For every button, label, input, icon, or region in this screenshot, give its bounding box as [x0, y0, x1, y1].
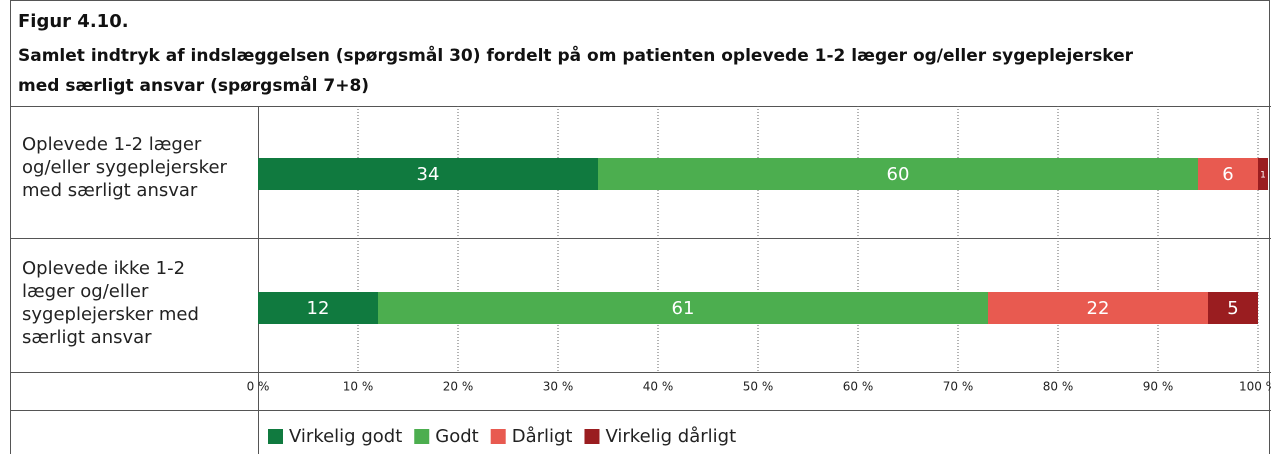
legend-label: Godt — [435, 426, 478, 447]
x-tick-label: 70 % — [943, 380, 974, 394]
legend-swatch — [268, 429, 283, 444]
data-label: 12 — [307, 298, 330, 319]
x-tick-label: 30 % — [543, 380, 574, 394]
x-tick-label: 20 % — [443, 380, 474, 394]
frame — [10, 0, 1270, 454]
x-tick-label: 0 % — [247, 380, 270, 394]
legend-label: Dårligt — [512, 426, 573, 447]
x-tick-label: 40 % — [643, 380, 674, 394]
x-tick-label: 80 % — [1043, 380, 1074, 394]
data-label: 1 — [1260, 171, 1266, 181]
bar-segment — [258, 292, 378, 324]
data-label: 5 — [1227, 298, 1238, 319]
x-tick-label: 10 % — [343, 380, 374, 394]
data-label: 61 — [672, 298, 695, 319]
data-label: 34 — [417, 164, 440, 185]
chart-title: Samlet indtryk af indslæggelsen (spørgsm… — [18, 44, 1134, 66]
data-label: 22 — [1087, 298, 1110, 319]
x-tick-label: 100 % — [1239, 380, 1271, 394]
bar-segment — [1258, 158, 1268, 190]
figure-label: Figur 4.10. — [18, 11, 129, 32]
data-label: 60 — [887, 164, 910, 185]
legend-swatch — [584, 429, 600, 444]
legend-label: Virkelig dårligt — [605, 426, 736, 447]
bar-segment — [598, 158, 1198, 190]
chart-title: med særligt ansvar (spørgsmål 7+8) — [18, 74, 369, 96]
category-label: Oplevede ikke 1-2 læger og/eller sygeple… — [22, 258, 199, 348]
category-label: Oplevede 1-2 læger og/eller sygeplejersk… — [22, 134, 227, 201]
legend-label: Virkelig godt — [289, 426, 402, 447]
x-tick-label: 90 % — [1143, 380, 1174, 394]
bar-segment — [988, 292, 1208, 324]
x-tick-label: 60 % — [843, 380, 874, 394]
bar-segment — [1208, 292, 1258, 324]
x-tick-label: 50 % — [743, 380, 774, 394]
data-label: 6 — [1222, 164, 1233, 185]
legend-swatch — [490, 429, 506, 444]
bar-segment — [1198, 158, 1258, 190]
legend-swatch — [414, 429, 430, 444]
bar-segment — [258, 158, 598, 190]
bar-segment — [378, 292, 988, 324]
